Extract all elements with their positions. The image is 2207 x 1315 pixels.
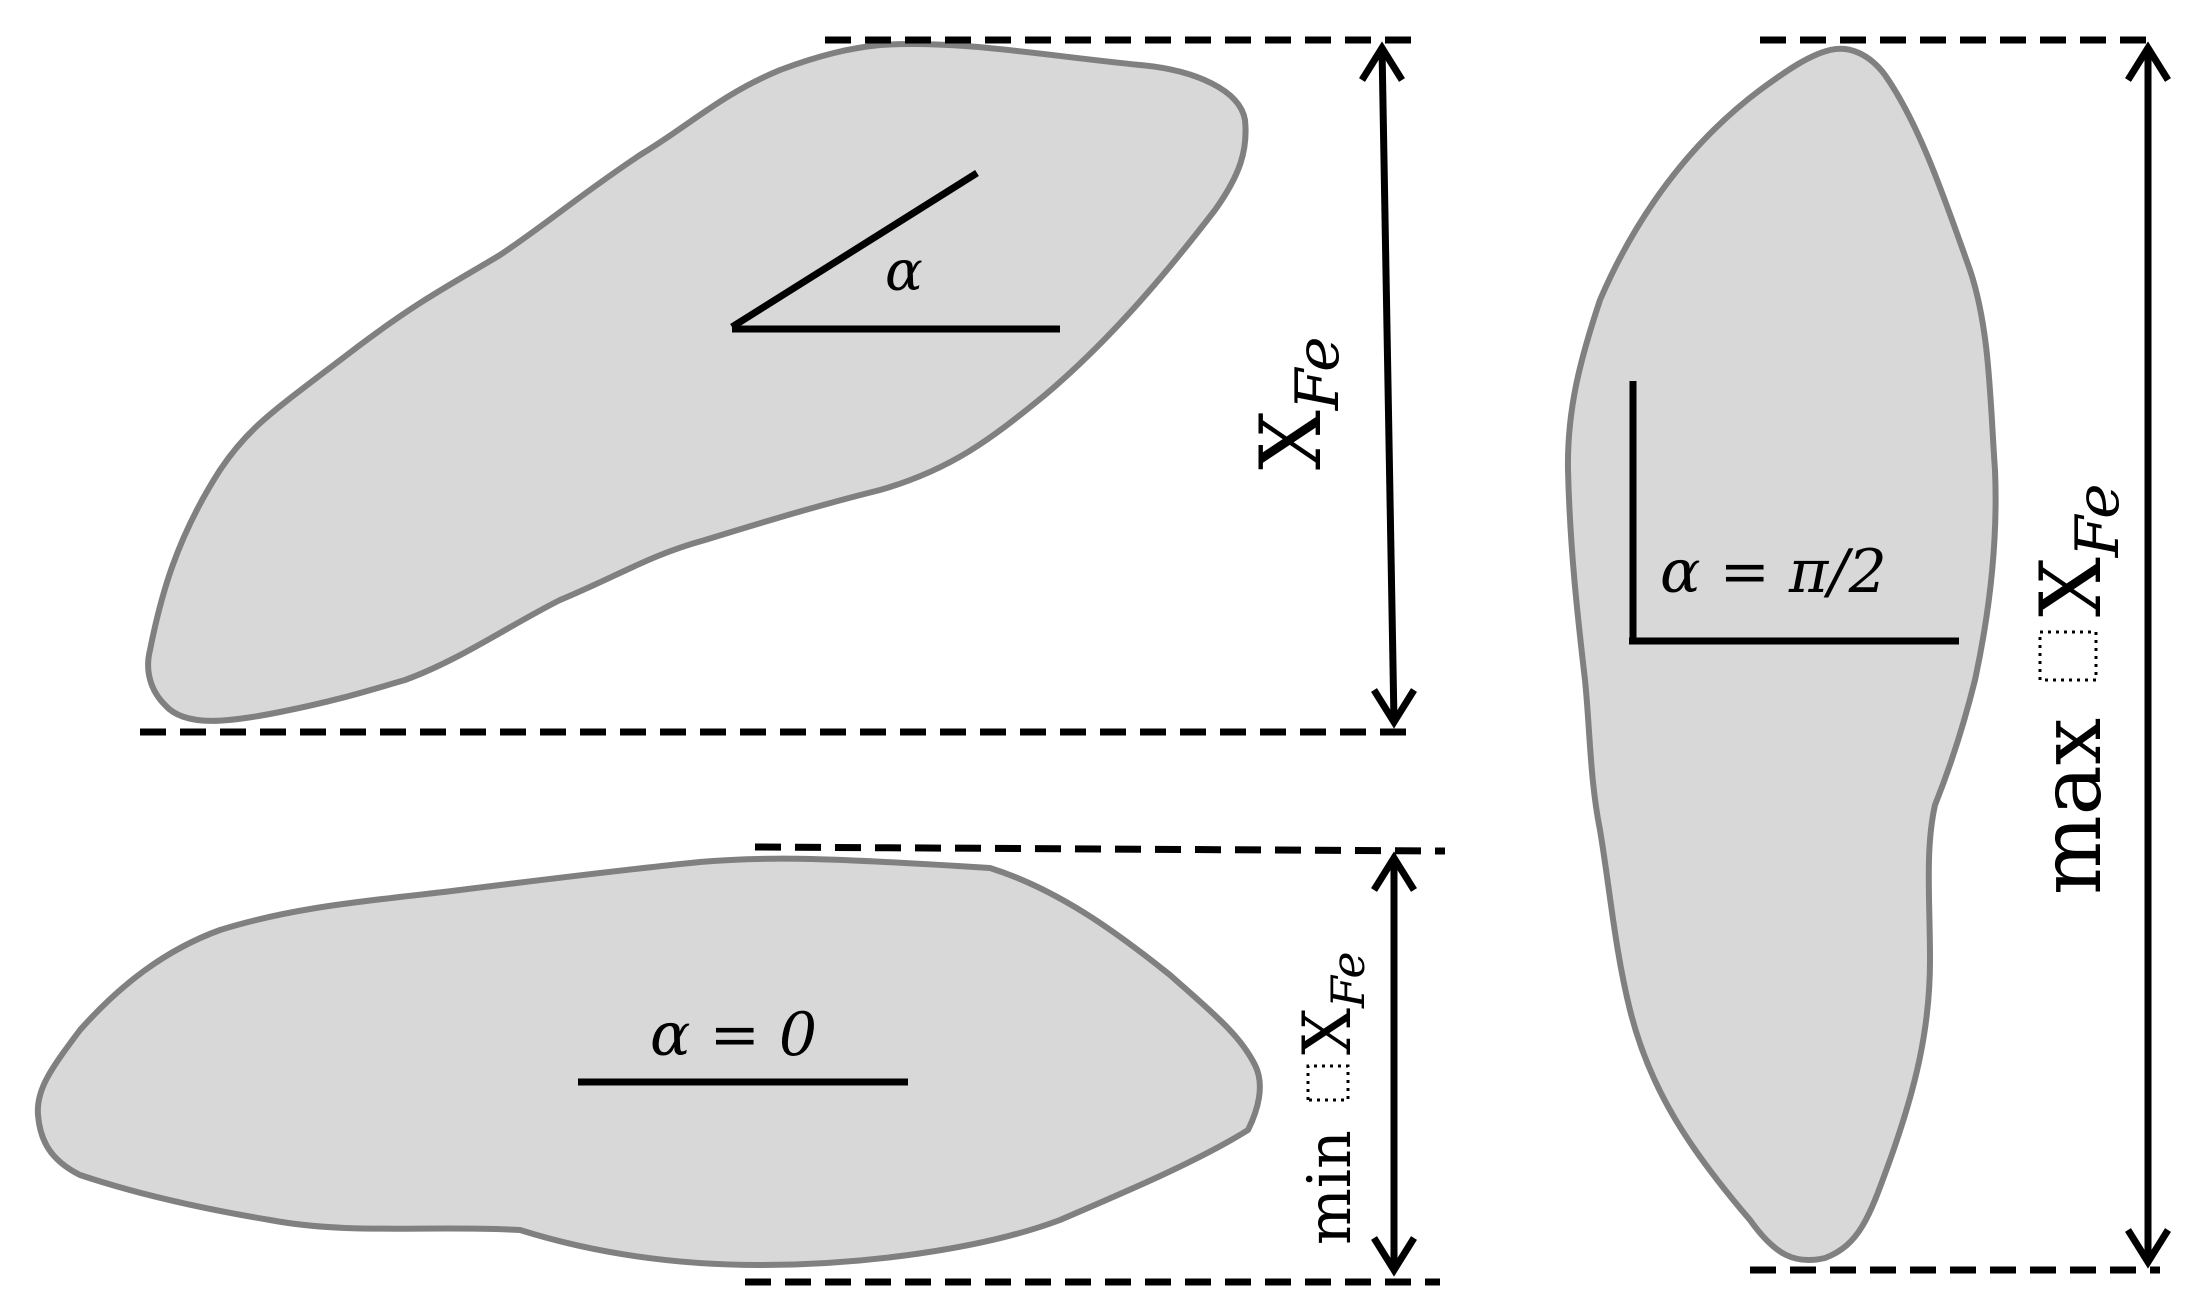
placeholder-box-max	[2038, 630, 2098, 682]
svg-text:XFe: XFe	[1242, 336, 1353, 470]
angle-ray	[730, 170, 979, 330]
svg-text:max: max	[2022, 718, 2120, 895]
feret-arrow-top	[1359, 41, 1417, 729]
fe-subscript-max: Fe	[2063, 483, 2133, 558]
svg-text:min: min	[1295, 1130, 1365, 1245]
placeholder-box-min	[1306, 1064, 1350, 1102]
feret-arrow-max	[2125, 41, 2171, 1269]
svg-text:XFe: XFe	[2022, 483, 2133, 617]
feret-arrow-min	[1371, 851, 1417, 1277]
svg-text:XFe: XFe	[1289, 951, 1375, 1055]
x-symbol-max: X	[2022, 557, 2120, 617]
particle-vertical	[1564, 45, 1999, 1264]
max-text: max	[2022, 718, 2120, 895]
alpha-pi-half-label: α = π/2	[1660, 537, 1887, 607]
particle-horizontal	[34, 855, 1263, 1268]
feret-label-x-fe: XFe	[1242, 336, 1353, 470]
fe-subscript: Fe	[1283, 336, 1353, 411]
particle-angled	[145, 41, 1249, 724]
alpha-zero-label: α = 0	[650, 1000, 817, 1070]
alpha-label: α	[885, 239, 923, 304]
dashed-line-upper-bottom-left	[754, 843, 1446, 855]
x-symbol-min: X	[1289, 1008, 1366, 1055]
feret-label-max: max XFe	[2022, 483, 2133, 895]
x-symbol: X	[1242, 410, 1340, 470]
min-text: min	[1295, 1130, 1365, 1245]
feret-label-min: min XFe	[1289, 951, 1375, 1245]
fe-subscript-min: Fe	[1321, 951, 1375, 1009]
alpha-zero-text: α = 0	[650, 1000, 817, 1070]
